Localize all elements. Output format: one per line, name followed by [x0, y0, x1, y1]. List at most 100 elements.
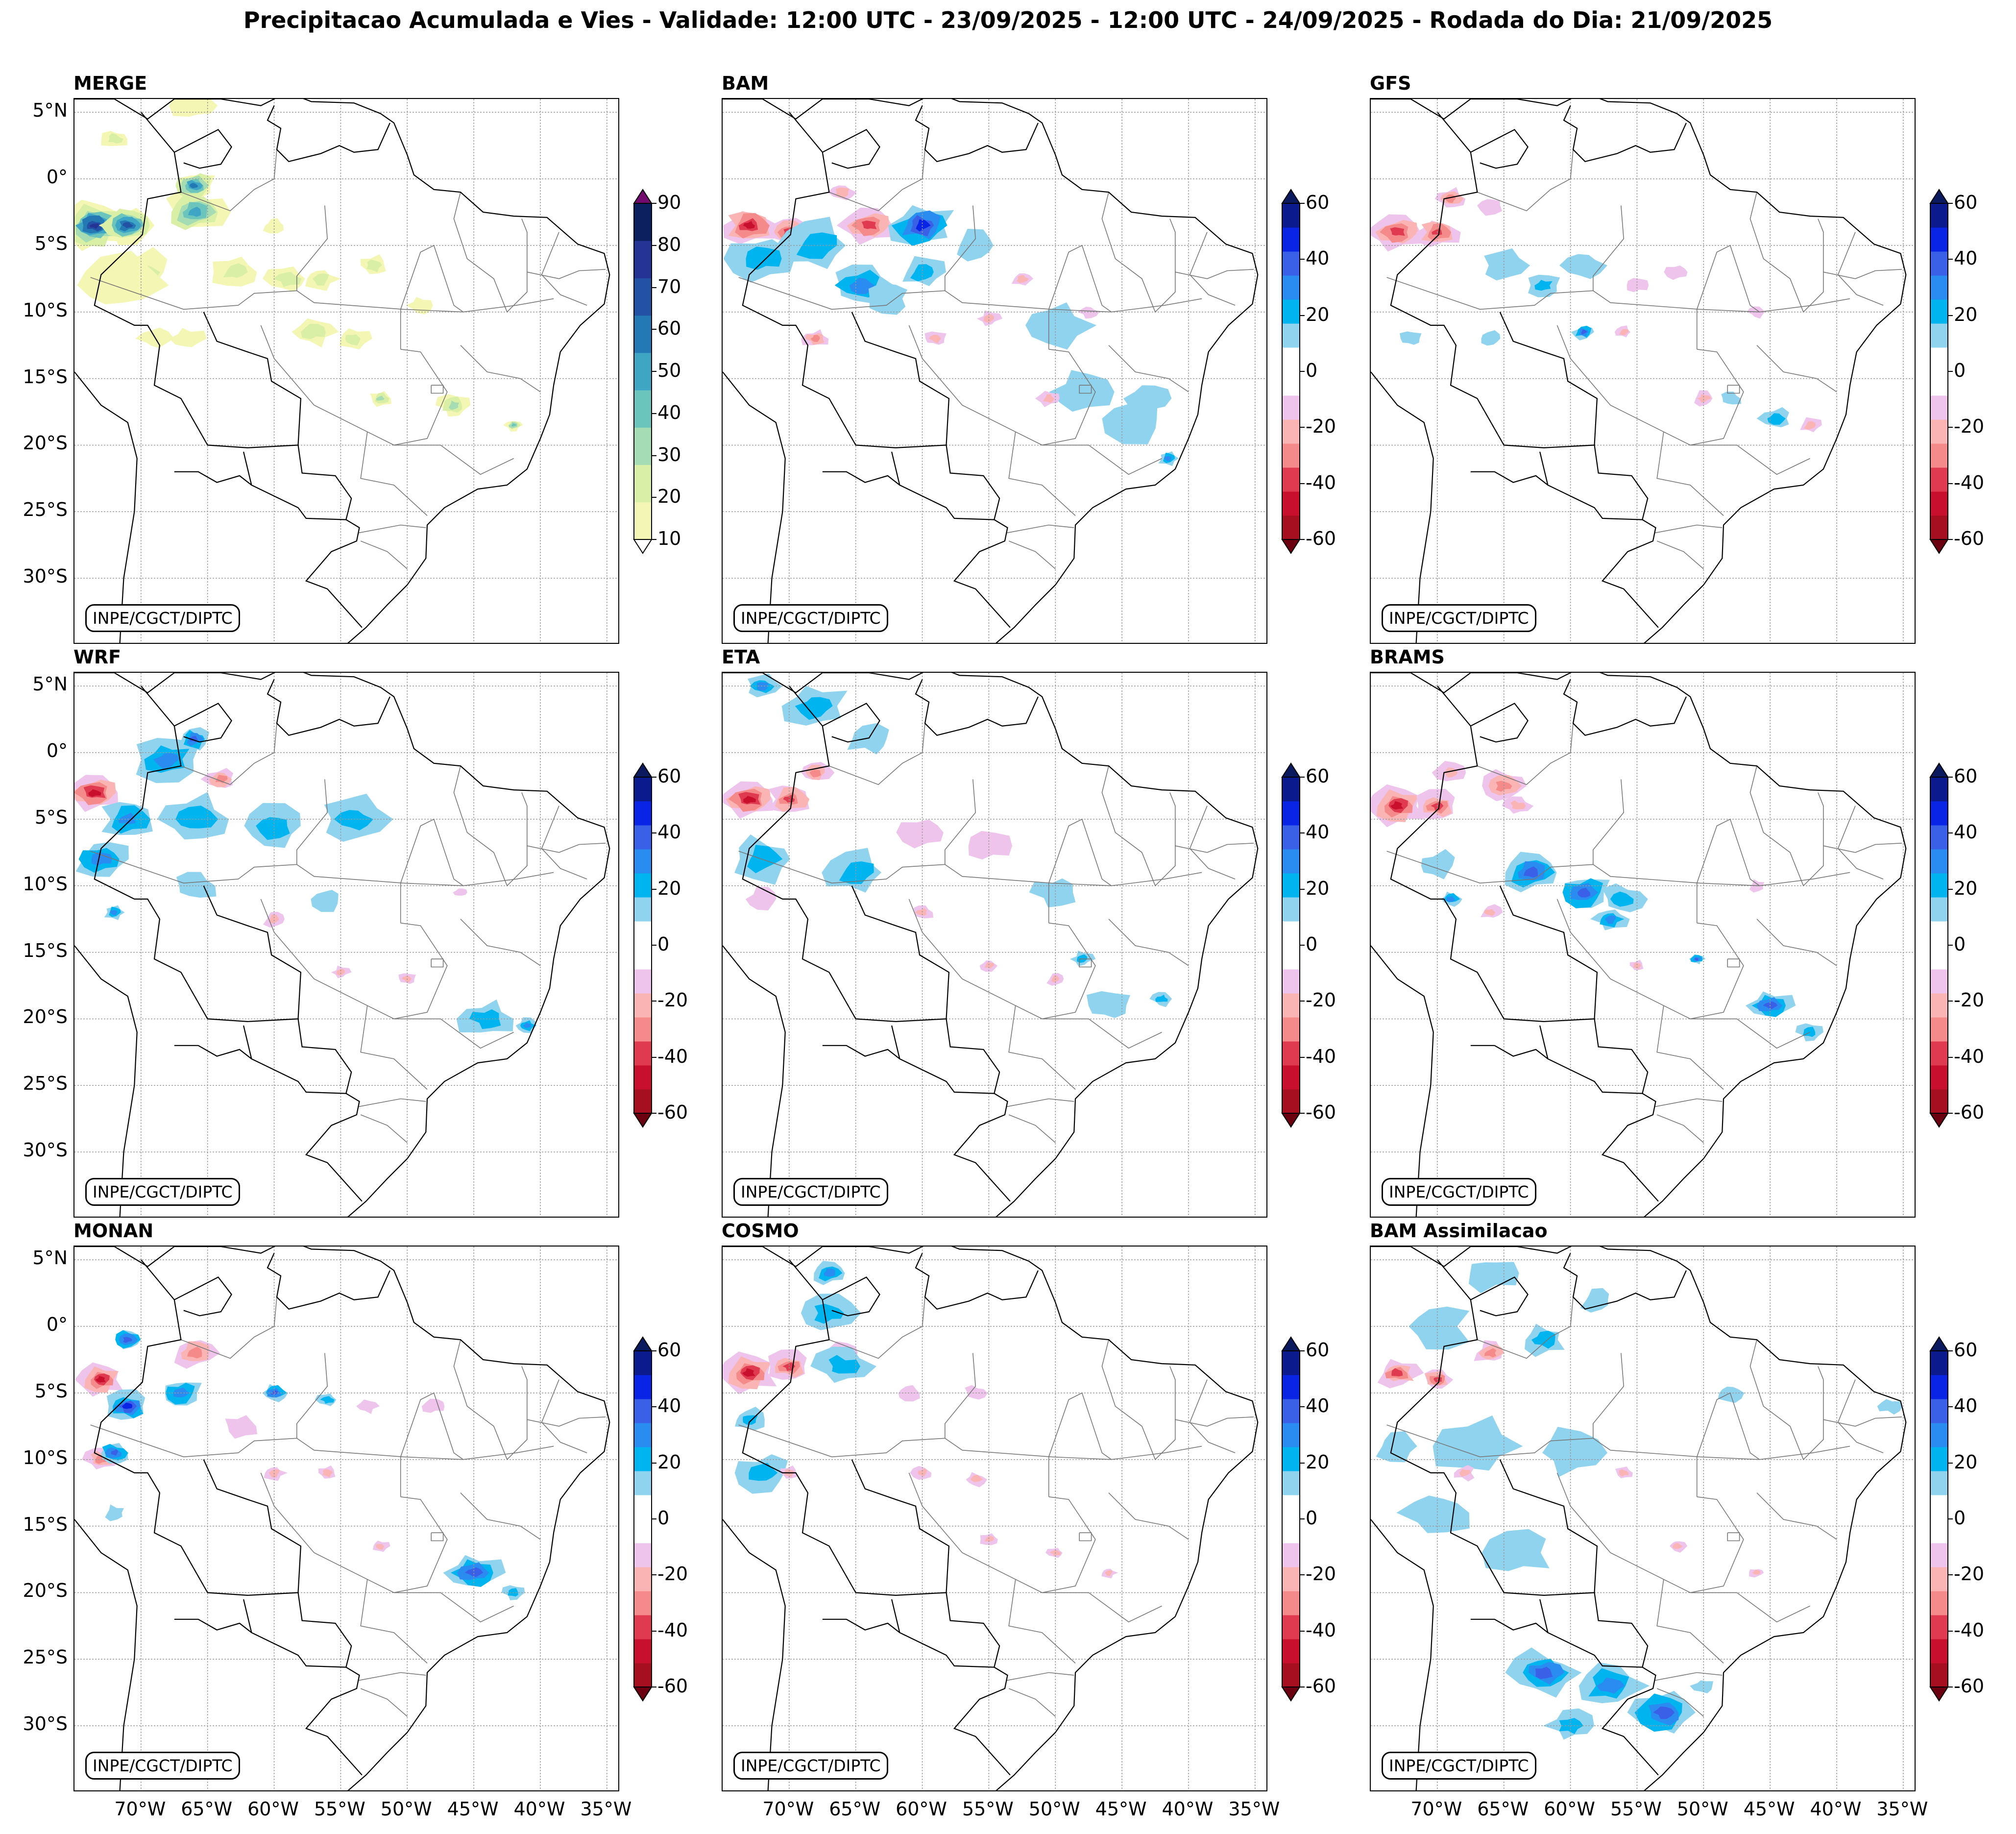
state-border [945, 205, 976, 291]
data-contour [984, 314, 995, 323]
colorbar-segment [1282, 1375, 1300, 1399]
coastline-east [1371, 99, 1907, 643]
colorbar-segment [1282, 395, 1300, 420]
panel-title: BAM [722, 73, 769, 94]
state-border [1593, 205, 1625, 291]
data-contour [173, 1387, 190, 1397]
state-border [460, 919, 541, 966]
colorbar-tick-label: -20 [1306, 416, 1336, 438]
state-border [1048, 1392, 1112, 1497]
colorbar-segment [1930, 227, 1948, 252]
state-border [260, 1472, 448, 1593]
data-contour [1577, 887, 1590, 898]
colorbar-segment [634, 1423, 652, 1447]
data-contour [1542, 1426, 1607, 1477]
colorbar-segment [634, 1519, 652, 1543]
state-border [1079, 385, 1092, 394]
data-contour [189, 183, 198, 189]
country-border [267, 679, 390, 736]
data-contour [225, 1415, 258, 1439]
colorbar-tick-label: 0 [657, 933, 670, 955]
data-contour [1484, 248, 1530, 281]
state-border [908, 899, 1096, 1020]
colorbar-segment [634, 1615, 652, 1639]
colorbar-segment [634, 465, 652, 503]
data-contour [313, 273, 329, 286]
state-border [1749, 766, 1824, 887]
colorbar-segment [634, 993, 652, 1018]
state-border [400, 1392, 463, 1497]
country-border [915, 679, 1039, 736]
country-border [94, 685, 302, 1023]
colorbar-tick-label: 40 [1306, 1395, 1330, 1417]
colorbar-segment [1930, 299, 1948, 324]
colorbar-extend-max [1281, 762, 1301, 778]
colorbar-segment [634, 203, 652, 241]
state-border [1656, 1005, 1724, 1090]
colorbar-segment [634, 801, 652, 826]
state-border [1656, 540, 1704, 569]
colorbar-segment [634, 502, 652, 540]
state-border [400, 818, 463, 923]
lat-tick-label: 20°S [23, 432, 68, 454]
colorbar-segment [1282, 1615, 1300, 1639]
state-border [908, 1472, 1096, 1593]
data-contour [376, 1543, 384, 1550]
colorbar-segment [1282, 251, 1300, 276]
country-border [1563, 679, 1687, 736]
colorbar-tick-label: 0 [1306, 1507, 1318, 1529]
state-border [1175, 843, 1254, 853]
data-contour [1087, 991, 1130, 1018]
colorbar-segment [1282, 515, 1300, 540]
colorbar-tick-label: 20 [1306, 877, 1330, 899]
state-border [1656, 1579, 1724, 1663]
colorbar-segment [634, 1591, 652, 1615]
colorbar-tick-label: 60 [657, 1339, 681, 1361]
lat-tick-label: 5°N [32, 99, 68, 122]
data-contour [1376, 1431, 1417, 1463]
coastline-east [1371, 673, 1907, 1217]
colorbar-tick-label: -40 [657, 1045, 688, 1067]
map-panel-bam-assimilacao: INPE/CGCT/DIPTC [1370, 1246, 1916, 1791]
data-contour [95, 1376, 106, 1383]
colorbar-segment [1930, 1089, 1948, 1114]
colorbar-segment [1930, 371, 1948, 396]
colorbar-tick-label: 0 [1954, 1507, 1966, 1529]
state-border [1823, 1417, 1902, 1427]
country-border [891, 1019, 1000, 1094]
coastline-west [1371, 1519, 1434, 1790]
state-border [400, 245, 463, 349]
credit-badge: INPE/CGCT/DIPTC [733, 1178, 888, 1206]
country-border [1539, 1019, 1649, 1094]
credit-badge: INPE/CGCT/DIPTC [85, 1178, 240, 1206]
colorbar-segment [1282, 1663, 1300, 1687]
state-border [460, 1492, 541, 1540]
colorbar-segment [1930, 323, 1948, 348]
data-contour [1477, 199, 1503, 216]
colorbar-tick-label: 40 [1954, 821, 1978, 843]
lon-tick-label: 70°W [762, 1798, 814, 1820]
colorbar-segment [1930, 1543, 1948, 1567]
colorbar-segment [1930, 1399, 1948, 1423]
data-contour [756, 682, 769, 691]
state-border [1756, 345, 1837, 392]
colorbar-segment [1930, 801, 1948, 826]
state-border [453, 192, 528, 313]
data-contour [273, 271, 302, 287]
colorbar-segment [634, 969, 652, 994]
lon-tick-label: 35°W [1876, 1798, 1928, 1820]
state-border [360, 540, 408, 569]
coastline-west [723, 945, 786, 1217]
data-contour [809, 769, 822, 778]
colorbar-segment [1930, 969, 1948, 994]
credit-badge: INPE/CGCT/DIPTC [733, 604, 888, 632]
data-contour [868, 283, 908, 315]
data-contour [1664, 265, 1688, 280]
colorbar-segment [1282, 371, 1300, 396]
country-border [1390, 1259, 1598, 1596]
colorbar-tick-label: 0 [1306, 933, 1318, 955]
state-border [453, 766, 528, 887]
colorbar-tick-label: 20 [1954, 1451, 1978, 1473]
data-contour [1468, 1262, 1519, 1294]
state-border [1656, 1688, 1704, 1717]
